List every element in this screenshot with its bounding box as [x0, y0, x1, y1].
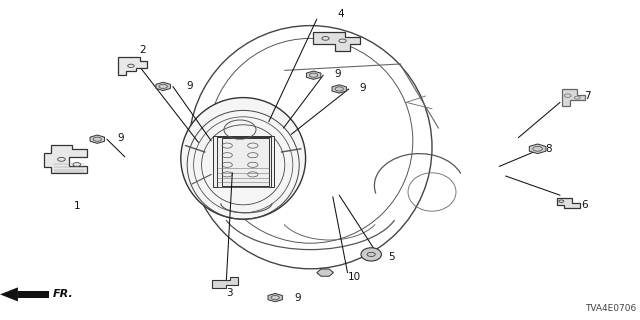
Text: 9: 9: [186, 81, 193, 91]
Text: 2: 2: [140, 44, 146, 55]
Polygon shape: [562, 89, 585, 106]
Polygon shape: [361, 248, 381, 261]
Bar: [212, 136, 274, 187]
Polygon shape: [307, 71, 321, 79]
Bar: [218, 137, 271, 187]
Polygon shape: [268, 293, 282, 302]
Polygon shape: [332, 85, 346, 93]
Text: 9: 9: [360, 83, 366, 93]
Text: TVA4E0706: TVA4E0706: [586, 304, 637, 313]
Text: 4: 4: [337, 9, 344, 20]
Polygon shape: [44, 145, 87, 173]
Text: 9: 9: [334, 69, 340, 79]
Text: 10: 10: [348, 272, 361, 283]
Text: 1: 1: [74, 201, 80, 212]
Text: 7: 7: [584, 91, 590, 101]
Polygon shape: [90, 135, 104, 143]
Polygon shape: [156, 82, 170, 91]
Polygon shape: [529, 144, 546, 154]
Polygon shape: [0, 287, 18, 301]
Polygon shape: [314, 32, 360, 51]
Polygon shape: [212, 277, 238, 288]
Polygon shape: [18, 291, 49, 298]
Polygon shape: [557, 198, 580, 208]
Text: 5: 5: [388, 252, 394, 262]
Text: 3: 3: [226, 288, 232, 298]
Text: 9: 9: [294, 292, 301, 303]
Bar: [222, 138, 269, 186]
Text: 6: 6: [581, 200, 588, 210]
Text: 8: 8: [545, 144, 552, 154]
Text: FR.: FR.: [53, 289, 74, 300]
Ellipse shape: [180, 98, 306, 219]
Text: 9: 9: [117, 133, 124, 143]
Polygon shape: [317, 269, 333, 276]
Polygon shape: [118, 57, 147, 75]
